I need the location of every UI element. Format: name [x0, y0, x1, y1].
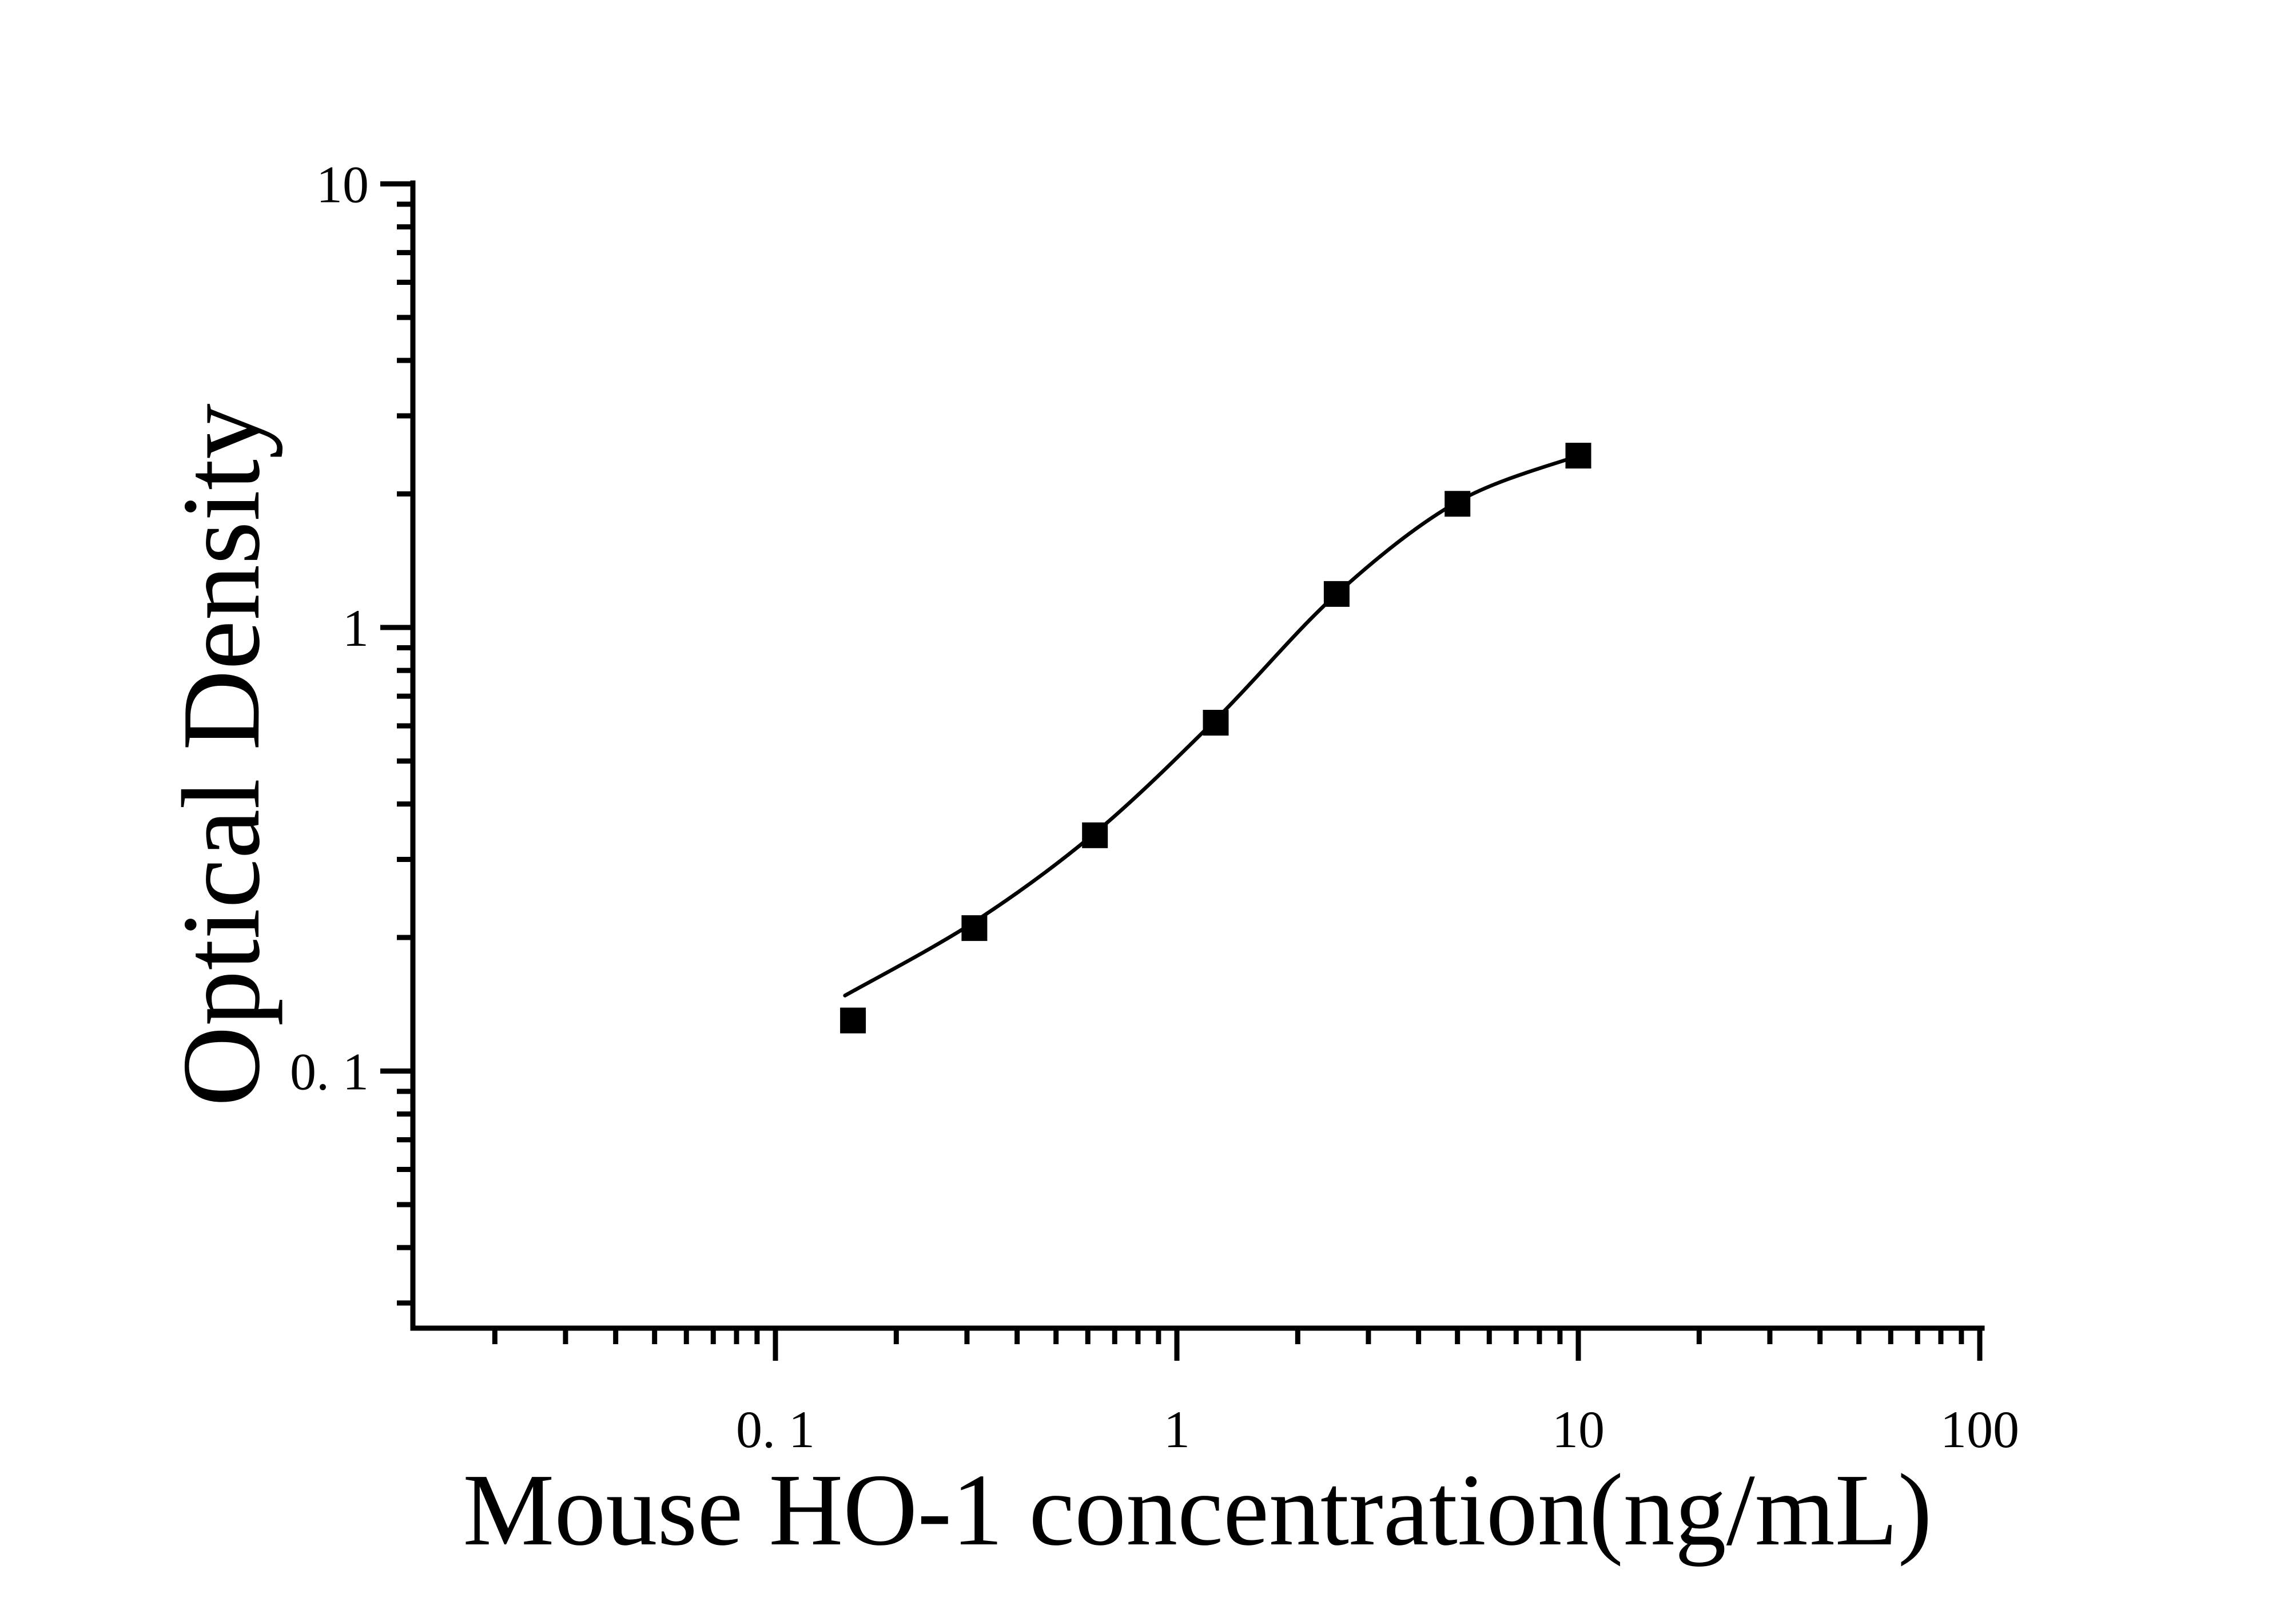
x-axis-tick-labels: 0. 1 1 10 100	[736, 1400, 2019, 1459]
x-tick-label: 100	[1940, 1400, 2019, 1459]
data-point-square-marker	[840, 1007, 866, 1034]
y-tick-label: 0. 1	[290, 1043, 369, 1101]
data-point-square-marker	[1323, 581, 1350, 607]
data-point-square-marker	[1203, 710, 1229, 736]
x-axis-minor-ticks	[492, 1328, 1964, 1344]
y-axis-title: Optical Density	[160, 403, 283, 1106]
data-point-square-marker	[1082, 822, 1108, 848]
x-tick-label: 1	[1164, 1400, 1190, 1459]
x-axis-title: Mouse HO-1 concentration(ng/mL)	[463, 1453, 1932, 1567]
data-point-square-marker	[961, 915, 988, 941]
data-point-square-marker	[1565, 443, 1591, 469]
y-axis-minor-ticks	[397, 201, 413, 1306]
y-tick-label: 10	[316, 156, 369, 214]
x-tick-label: 0. 1	[736, 1400, 815, 1459]
y-axis-tick-labels: 0. 1 1 10	[290, 156, 369, 1101]
x-tick-label: 10	[1552, 1400, 1605, 1459]
data-point-markers	[840, 443, 1591, 1034]
y-axis-major-ticks	[380, 181, 413, 1074]
y-tick-label: 1	[343, 599, 369, 657]
data-point-square-marker	[1445, 491, 1471, 517]
x-axis-major-ticks	[773, 1328, 1983, 1361]
